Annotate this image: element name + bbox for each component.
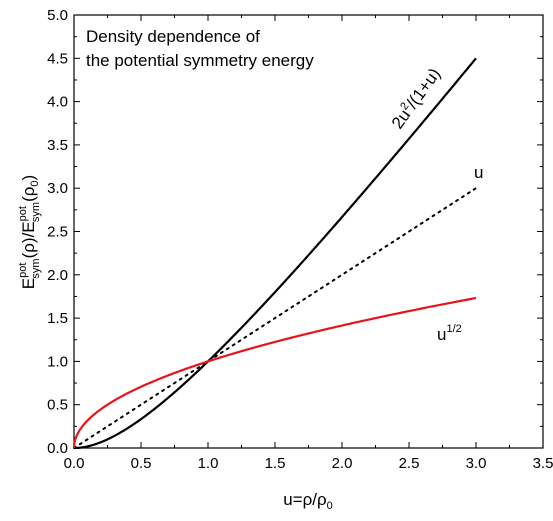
x-tick-label: 0.5 <box>131 455 152 472</box>
y-axis-title: Epotsym(ρ)/Epotsym(ρ0) <box>17 175 42 289</box>
x-tick-label: 1.0 <box>198 455 219 472</box>
y-tick-label: 1.0 <box>47 353 68 370</box>
annotation-line-2: the potential symmetry energy <box>86 51 314 70</box>
x-tick-label: 2.0 <box>332 455 353 472</box>
y-tick-label: 0.0 <box>47 440 68 457</box>
x-tick-label: 3.5 <box>533 455 553 472</box>
y-tick-label: 3.0 <box>47 180 68 197</box>
series-line-2 <box>72 296 477 449</box>
plot-frame <box>73 14 544 449</box>
series-label-linear: u <box>474 163 483 182</box>
y-tick-label: 2.5 <box>47 224 68 241</box>
series-group <box>72 57 477 450</box>
y-tick-label: 4.0 <box>47 94 68 111</box>
y-tick-label: 4.5 <box>47 50 68 67</box>
y-tick-label: 0.5 <box>47 397 68 414</box>
series-label-sqrt: u1/2 <box>437 323 462 344</box>
y-tick-label: 2.0 <box>47 267 68 284</box>
axes <box>73 14 544 449</box>
x-tick-label: 3.0 <box>466 455 487 472</box>
x-tick-label: 1.5 <box>265 455 286 472</box>
x-axis-title: u=ρ/ρ0 <box>283 490 333 512</box>
annotation-line-1: Density dependence of <box>86 27 260 46</box>
y-tick-label: 5.0 <box>47 7 68 24</box>
y-tick-label: 1.5 <box>47 310 68 327</box>
x-tick-label: 2.5 <box>399 455 420 472</box>
series-line-0 <box>74 57 477 450</box>
y-tick-label: 3.5 <box>47 137 68 154</box>
series-line-1 <box>73 187 477 449</box>
x-tick-label: 0.0 <box>64 455 85 472</box>
series-label-quadratic: 2u2/(1+u) <box>387 64 444 132</box>
ticks: 0.0 0.5 1.0 1.5 2.0 2.5 3.0 3.5 0.0 0.5 1.0 1.5 2.0 2… <box>47 7 553 472</box>
